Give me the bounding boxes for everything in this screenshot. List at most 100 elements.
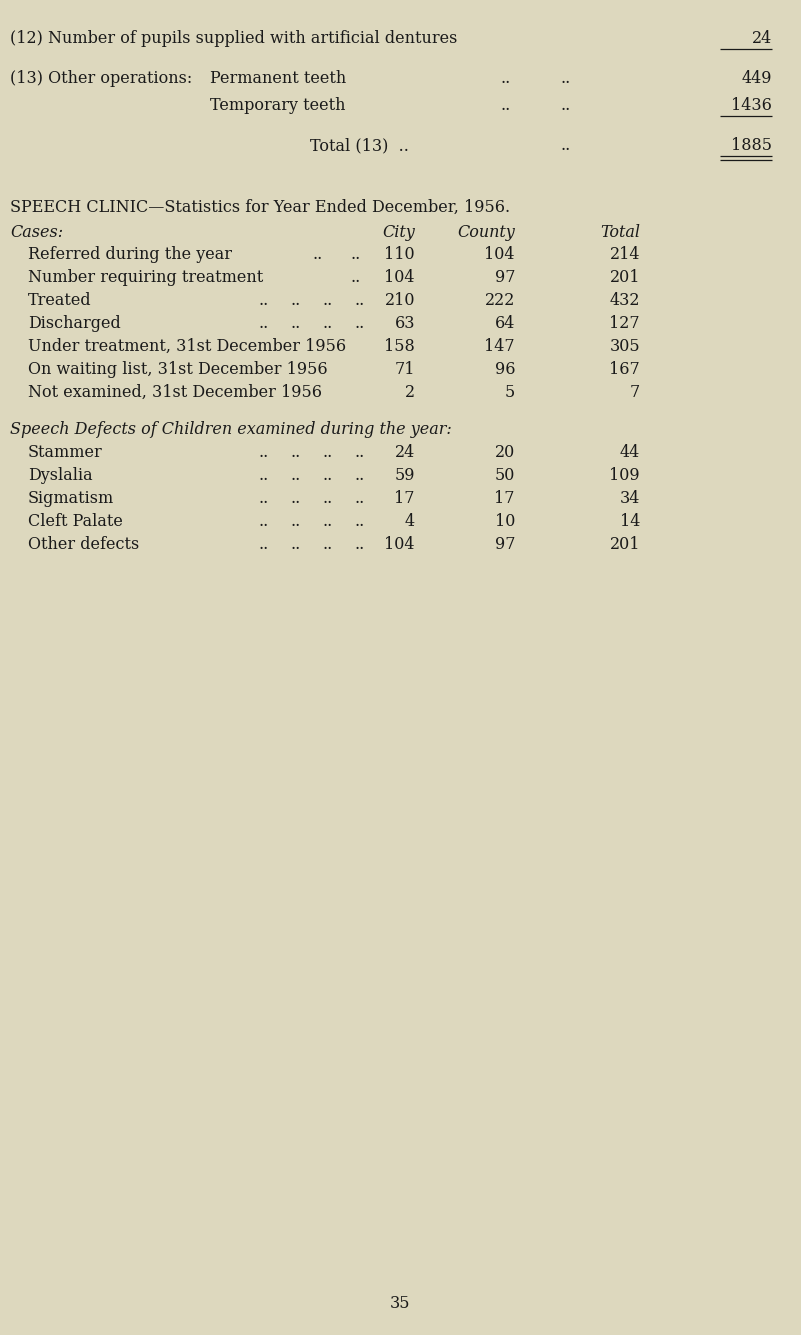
Text: Cleft Palate: Cleft Palate — [28, 513, 123, 530]
Text: 4: 4 — [405, 513, 415, 530]
Text: 10: 10 — [495, 513, 515, 530]
Text: 20: 20 — [495, 445, 515, 461]
Text: 2: 2 — [405, 384, 415, 400]
Text: 34: 34 — [620, 490, 640, 507]
Text: 305: 305 — [610, 338, 640, 355]
Text: (12) Number of pupils supplied with artificial dentures: (12) Number of pupils supplied with arti… — [10, 29, 457, 47]
Text: SPEECH CLINIC—Statistics for Year Ended December, 1956.: SPEECH CLINIC—Statistics for Year Ended … — [10, 199, 510, 216]
Text: ..: .. — [354, 535, 364, 553]
Text: ..: .. — [258, 467, 268, 485]
Text: Speech Defects of Children examined during the year:: Speech Defects of Children examined duri… — [10, 421, 452, 438]
Text: ..: .. — [258, 535, 268, 553]
Text: ..: .. — [322, 513, 332, 530]
Text: Other defects: Other defects — [28, 535, 139, 553]
Text: Total (13)  ..: Total (13) .. — [310, 138, 409, 154]
Text: ..: .. — [290, 315, 300, 332]
Text: Permanent teeth: Permanent teeth — [210, 69, 346, 87]
Text: 210: 210 — [384, 292, 415, 308]
Text: 1436: 1436 — [731, 97, 772, 113]
Text: ..: .. — [290, 490, 300, 507]
Text: 97: 97 — [494, 535, 515, 553]
Text: ..: .. — [354, 490, 364, 507]
Text: 110: 110 — [384, 246, 415, 263]
Text: ..: .. — [322, 467, 332, 485]
Text: Discharged: Discharged — [28, 315, 121, 332]
Text: ..: .. — [290, 292, 300, 308]
Text: 432: 432 — [610, 292, 640, 308]
Text: ..: .. — [500, 97, 510, 113]
Text: 104: 104 — [485, 246, 515, 263]
Text: ..: .. — [560, 97, 570, 113]
Text: ..: .. — [560, 69, 570, 87]
Text: ..: .. — [312, 246, 322, 263]
Text: ..: .. — [290, 467, 300, 485]
Text: 24: 24 — [395, 445, 415, 461]
Text: Not examined, 31st December 1956: Not examined, 31st December 1956 — [28, 384, 322, 400]
Text: ..: .. — [258, 513, 268, 530]
Text: 63: 63 — [395, 315, 415, 332]
Text: 71: 71 — [395, 360, 415, 378]
Text: Sigmatism: Sigmatism — [28, 490, 115, 507]
Text: ..: .. — [350, 246, 360, 263]
Text: ..: .. — [322, 535, 332, 553]
Text: 222: 222 — [485, 292, 515, 308]
Text: ..: .. — [354, 513, 364, 530]
Text: ..: .. — [258, 292, 268, 308]
Text: Total: Total — [600, 224, 640, 242]
Text: Treated: Treated — [28, 292, 91, 308]
Text: Dyslalia: Dyslalia — [28, 467, 93, 485]
Text: ..: .. — [290, 513, 300, 530]
Text: ..: .. — [258, 490, 268, 507]
Text: 214: 214 — [610, 246, 640, 263]
Text: 17: 17 — [494, 490, 515, 507]
Text: 50: 50 — [495, 467, 515, 485]
Text: ..: .. — [290, 535, 300, 553]
Text: City: City — [382, 224, 415, 242]
Text: Temporary teeth: Temporary teeth — [210, 97, 345, 113]
Text: ..: .. — [290, 445, 300, 461]
Text: 24: 24 — [752, 29, 772, 47]
Text: ..: .. — [322, 292, 332, 308]
Text: 35: 35 — [390, 1295, 410, 1312]
Text: 104: 104 — [384, 535, 415, 553]
Text: 17: 17 — [395, 490, 415, 507]
Text: ..: .. — [350, 268, 360, 286]
Text: 59: 59 — [395, 467, 415, 485]
Text: Number requiring treatment: Number requiring treatment — [28, 268, 264, 286]
Text: 1885: 1885 — [731, 138, 772, 154]
Text: 14: 14 — [620, 513, 640, 530]
Text: 127: 127 — [610, 315, 640, 332]
Text: ..: .. — [258, 445, 268, 461]
Text: ..: .. — [354, 467, 364, 485]
Text: (13) Other operations:: (13) Other operations: — [10, 69, 192, 87]
Text: ..: .. — [354, 315, 364, 332]
Text: County: County — [457, 224, 515, 242]
Text: 449: 449 — [742, 69, 772, 87]
Text: 158: 158 — [384, 338, 415, 355]
Text: 147: 147 — [485, 338, 515, 355]
Text: ..: .. — [258, 315, 268, 332]
Text: ..: .. — [500, 69, 510, 87]
Text: Cases:: Cases: — [10, 224, 63, 242]
Text: 201: 201 — [610, 535, 640, 553]
Text: 44: 44 — [620, 445, 640, 461]
Text: ..: .. — [322, 315, 332, 332]
Text: ..: .. — [322, 445, 332, 461]
Text: 5: 5 — [505, 384, 515, 400]
Text: Stammer: Stammer — [28, 445, 103, 461]
Text: 96: 96 — [494, 360, 515, 378]
Text: ..: .. — [354, 292, 364, 308]
Text: ..: .. — [354, 445, 364, 461]
Text: Under treatment, 31st December 1956: Under treatment, 31st December 1956 — [28, 338, 346, 355]
Text: 64: 64 — [495, 315, 515, 332]
Text: ..: .. — [322, 490, 332, 507]
Text: ..: .. — [560, 138, 570, 154]
Text: Referred during the year: Referred during the year — [28, 246, 232, 263]
Text: 104: 104 — [384, 268, 415, 286]
Text: 167: 167 — [610, 360, 640, 378]
Text: On waiting list, 31st December 1956: On waiting list, 31st December 1956 — [28, 360, 328, 378]
Text: 109: 109 — [610, 467, 640, 485]
Text: 201: 201 — [610, 268, 640, 286]
Text: 7: 7 — [630, 384, 640, 400]
Text: 97: 97 — [494, 268, 515, 286]
